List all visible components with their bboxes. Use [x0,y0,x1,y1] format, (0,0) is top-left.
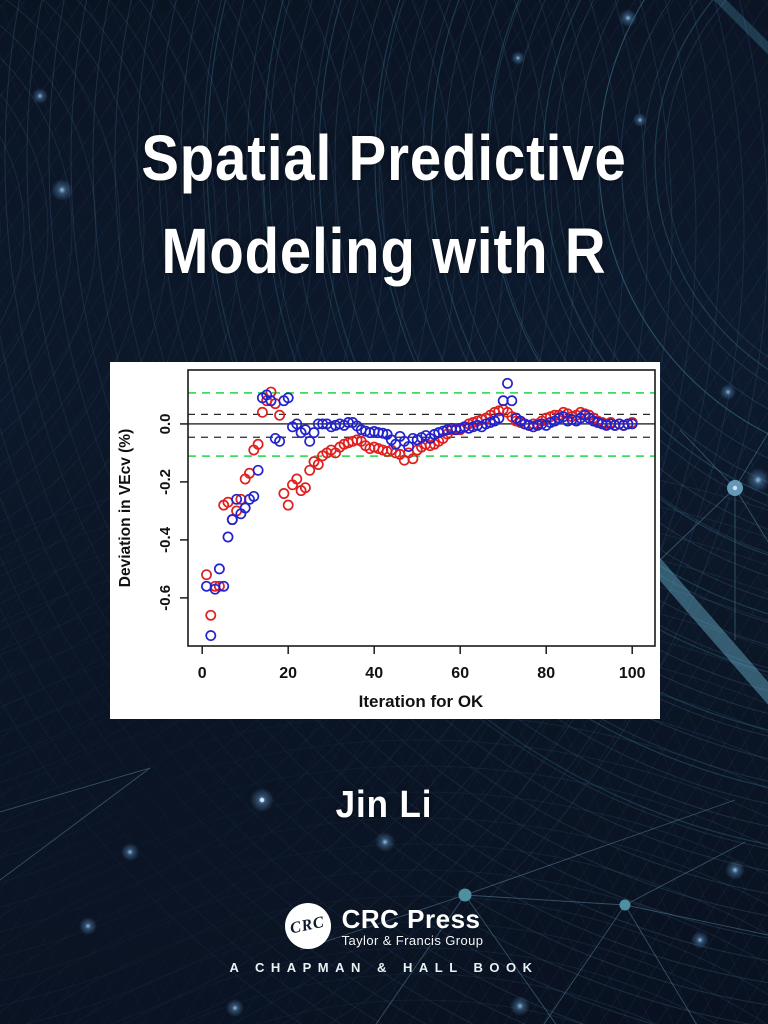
data-point-blue-series [231,493,243,505]
crc-logo-icon: CRC [284,903,331,949]
y-tick-label: -0.4 [157,526,174,553]
data-point-blue-series [213,563,225,575]
data-point-blue-series [248,490,260,502]
x-tick-label: 60 [451,665,469,682]
data-point-blue-series [274,435,286,447]
data-point-blue-series [493,412,505,424]
data-point-red-series [291,473,303,485]
title-line-2: Modeling with R [161,215,607,287]
data-point-blue-series [626,418,638,430]
crc-logo-text: CRC [288,913,327,938]
data-point-red-series [299,482,311,494]
network-constellation [0,429,768,1024]
data-point-blue-series [622,418,634,430]
y-tick-label: 0.0 [157,413,174,434]
data-point-red-series [278,488,290,499]
data-point-red-series [282,499,294,511]
data-point-red-series [304,464,316,476]
data-point-red-series [407,453,419,465]
data-point-red-series [201,569,212,581]
plot-box [187,369,656,647]
data-point-blue-series [502,377,513,389]
publisher-name: CRC Press [341,903,481,934]
x-axis-label: Iteration for OK [359,692,484,711]
glow-dots [32,9,768,1017]
y-tick-label: -0.2 [157,469,174,495]
author-name: Jin Li [335,784,433,826]
data-point-blue-series [403,441,415,452]
publisher-block: CRC CRC Press Taylor & Francis Group A C… [0,903,768,975]
data-point-blue-series [291,418,303,430]
publisher-names: CRC Press Taylor & Francis Group [342,905,484,948]
publisher-logo-row: CRC CRC Press Taylor & Francis Group [284,903,484,949]
data-point-blue-series [506,395,518,407]
data-point-blue-series [304,435,316,447]
imprint-line: A CHAPMAN & HALL BOOK [229,960,539,975]
x-tick-label: 80 [537,665,555,682]
plot-area: 0 20 40 60 80 100 0.0 -0.2 -0.4 -0.6 [157,369,656,682]
title-line-1: Spatial Predictive [141,122,627,194]
publisher-group: Taylor & Francis Group [341,932,484,948]
data-point-red-series [312,459,324,470]
data-point-blue-series [265,395,277,407]
y-tick-label: -0.6 [157,585,174,611]
data-point-red-series [205,609,217,621]
data-point-blue-series [218,580,230,592]
data-point-blue-series [205,630,217,642]
data-point-blue-series [226,514,238,526]
data-point-blue-series [282,392,294,404]
x-tick-label: 0 [198,665,207,682]
scatter-plot: 0 20 40 60 80 100 0.0 -0.2 -0.4 -0.6 Iteration fo… [117,369,656,711]
x-tick-label: 40 [365,665,383,682]
book-title: Spatial Predictive Modeling with R [0,112,768,298]
x-tick-label: 20 [279,665,297,682]
x-tick-label: 100 [619,665,646,682]
data-point-red-series [274,409,286,421]
chart-panel: 0 20 40 60 80 100 0.0 -0.2 -0.4 -0.6 Iteration fo… [110,362,660,719]
data-point-red-series [252,438,264,450]
y-axis-label: Deviation in VEcv (%) [117,429,134,587]
data-point-red-series [256,406,268,418]
data-point-blue-series [252,464,264,476]
data-point-blue-series [377,427,389,439]
light-streaks [639,0,768,705]
data-point-blue-series [308,427,320,439]
data-point-blue-series [239,502,251,514]
data-point-blue-series [222,531,234,543]
